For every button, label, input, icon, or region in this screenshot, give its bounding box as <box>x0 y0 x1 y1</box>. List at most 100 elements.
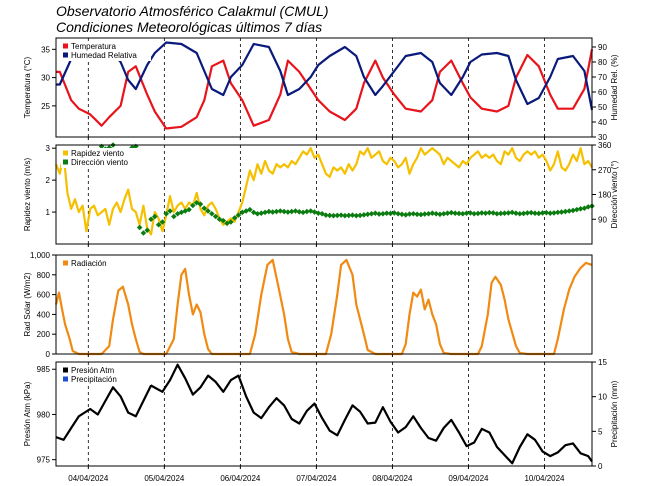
data-point <box>281 208 287 215</box>
data-point <box>349 212 356 218</box>
data-point <box>296 209 303 215</box>
data-point <box>395 210 401 217</box>
panel3-legend-label: Radiación <box>71 259 107 268</box>
panel1-series-temperatura <box>56 49 594 130</box>
data-point <box>505 210 512 216</box>
data-point <box>490 210 496 216</box>
data-point <box>228 219 234 225</box>
panel3-plot-area <box>56 255 592 354</box>
x-tick-label: 09/04/2024 <box>448 474 489 483</box>
panel2-y-tick-label: 1 <box>46 208 51 217</box>
panel1-y-tick-label: 35 <box>41 45 50 54</box>
data-point <box>585 204 591 210</box>
panel1-y2-tick-label: 40 <box>598 118 607 127</box>
panel4-y-tick-label: 980 <box>37 410 51 419</box>
chart-title: Observatorio Atmosférico Calakmul (CMUL) <box>56 3 329 19</box>
data-point <box>494 210 500 217</box>
panel2-y-tick-label: 2 <box>46 176 51 185</box>
data-point <box>357 212 363 219</box>
panel3-y-tick-label: 200 <box>37 330 51 339</box>
panel2-frame <box>55 144 593 245</box>
panel3-y-tick-label: 400 <box>37 310 51 319</box>
panel1-y2-tick-label: 80 <box>598 58 607 67</box>
panel3-legend-swatch <box>63 260 68 266</box>
data-point <box>167 208 173 214</box>
x-tick-label: 05/04/2024 <box>144 474 185 483</box>
data-point <box>205 208 211 214</box>
data-point <box>513 210 519 216</box>
panel1-y2-tick-label: 30 <box>598 133 607 142</box>
data-point <box>334 212 341 219</box>
panel4-y2-tick-label: 10 <box>598 393 607 402</box>
data-point <box>292 208 299 214</box>
data-point <box>463 210 470 216</box>
data-point <box>300 209 306 216</box>
data-point <box>288 208 295 215</box>
panel3-frame <box>55 254 593 355</box>
data-point <box>258 210 265 216</box>
data-point <box>235 212 242 218</box>
data-point <box>528 209 534 216</box>
data-point <box>471 210 477 217</box>
panel2-series-rapidez-viento <box>54 147 593 236</box>
data-point <box>425 210 432 217</box>
data-point <box>163 210 170 217</box>
data-point <box>380 210 386 217</box>
data-point <box>399 211 405 218</box>
data-point <box>410 210 417 217</box>
data-point <box>524 210 531 216</box>
x-tick-label: 04/04/2024 <box>68 474 109 483</box>
panel2-y-tick-label: 3 <box>46 144 51 153</box>
data-point <box>220 217 227 224</box>
data-point <box>254 210 261 217</box>
data-point <box>247 206 253 213</box>
panel3-y-tick-label: 0 <box>46 350 51 359</box>
data-point <box>368 210 375 217</box>
data-point <box>136 224 143 231</box>
data-point <box>547 210 553 216</box>
panel2-legend-swatch <box>63 150 68 156</box>
panel4-legend-label: Precipitación <box>71 375 117 384</box>
data-point <box>573 206 580 213</box>
panel2-y2-tick-label: 360 <box>598 141 612 150</box>
data-point <box>330 212 337 219</box>
chart-subtitle: Condiciones Meteorológicas últimos 7 día… <box>56 19 323 35</box>
panel1-y2-tick-label: 70 <box>598 73 607 82</box>
data-point <box>144 227 151 234</box>
data-point <box>148 216 154 223</box>
panel4-legend-label: Presión Atm <box>71 366 114 375</box>
data-point <box>315 210 322 216</box>
panel1-frame <box>55 37 593 138</box>
data-point <box>570 207 576 214</box>
data-point <box>554 209 561 216</box>
panel4-frame <box>55 361 593 467</box>
data-point <box>231 215 238 221</box>
data-point <box>376 211 382 217</box>
data-point <box>501 210 508 216</box>
data-point <box>543 209 550 216</box>
data-point <box>562 208 569 215</box>
panel3-legend-box <box>61 258 137 269</box>
data-point <box>209 210 215 217</box>
data-point <box>140 230 147 236</box>
data-point <box>159 219 166 225</box>
panel4-y2-tick-label: 15 <box>598 358 607 367</box>
data-point <box>444 210 451 216</box>
panel4-y-axis-label: Presión Atm (kPa) <box>23 381 32 446</box>
panel4-y2-tick-label: 0 <box>598 462 603 471</box>
panel1-y2-tick-label: 90 <box>598 43 607 52</box>
data-point <box>577 206 584 212</box>
panel2-legend-swatch <box>63 159 68 165</box>
data-point <box>273 208 280 215</box>
panel1-legend-label: Humedad Relativa <box>71 51 137 60</box>
data-point <box>429 210 436 216</box>
panel1-y2-axis-label: Humedad Rel. (%) <box>610 54 619 120</box>
data-point <box>516 210 523 217</box>
panel2-legend-box <box>61 148 151 168</box>
x-tick-label: 08/04/2024 <box>372 474 413 483</box>
data-point <box>539 210 546 216</box>
panel1-y-axis-label: Temperatura (°C) <box>23 56 32 118</box>
data-point <box>304 208 310 215</box>
data-point <box>212 213 219 220</box>
